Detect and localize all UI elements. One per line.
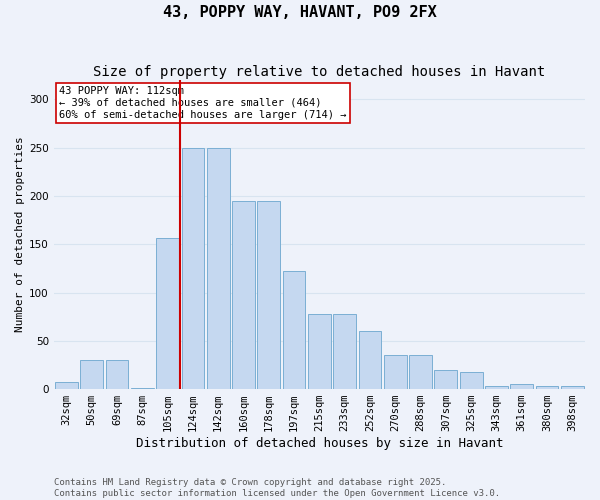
Bar xyxy=(460,372,482,389)
Text: 43 POPPY WAY: 112sqm
← 39% of detached houses are smaller (464)
60% of semi-deta: 43 POPPY WAY: 112sqm ← 39% of detached h… xyxy=(59,86,347,120)
Y-axis label: Number of detached properties: Number of detached properties xyxy=(15,136,25,332)
Text: 43, POPPY WAY, HAVANT, PO9 2FX: 43, POPPY WAY, HAVANT, PO9 2FX xyxy=(163,5,437,20)
X-axis label: Distribution of detached houses by size in Havant: Distribution of detached houses by size … xyxy=(136,437,503,450)
Bar xyxy=(359,331,382,389)
Bar xyxy=(207,148,230,389)
Bar xyxy=(80,360,103,389)
Bar xyxy=(131,388,154,389)
Bar xyxy=(232,201,255,389)
Bar xyxy=(536,386,559,389)
Bar xyxy=(308,314,331,389)
Bar xyxy=(334,314,356,389)
Title: Size of property relative to detached houses in Havant: Size of property relative to detached ho… xyxy=(93,65,545,79)
Bar xyxy=(561,386,584,389)
Bar xyxy=(106,360,128,389)
Bar xyxy=(485,386,508,389)
Bar xyxy=(409,356,432,389)
Bar xyxy=(283,272,305,389)
Bar xyxy=(182,148,204,389)
Text: Contains HM Land Registry data © Crown copyright and database right 2025.
Contai: Contains HM Land Registry data © Crown c… xyxy=(54,478,500,498)
Bar xyxy=(434,370,457,389)
Bar xyxy=(511,384,533,389)
Bar xyxy=(257,201,280,389)
Bar xyxy=(156,238,179,389)
Bar xyxy=(55,382,78,389)
Bar xyxy=(384,356,407,389)
